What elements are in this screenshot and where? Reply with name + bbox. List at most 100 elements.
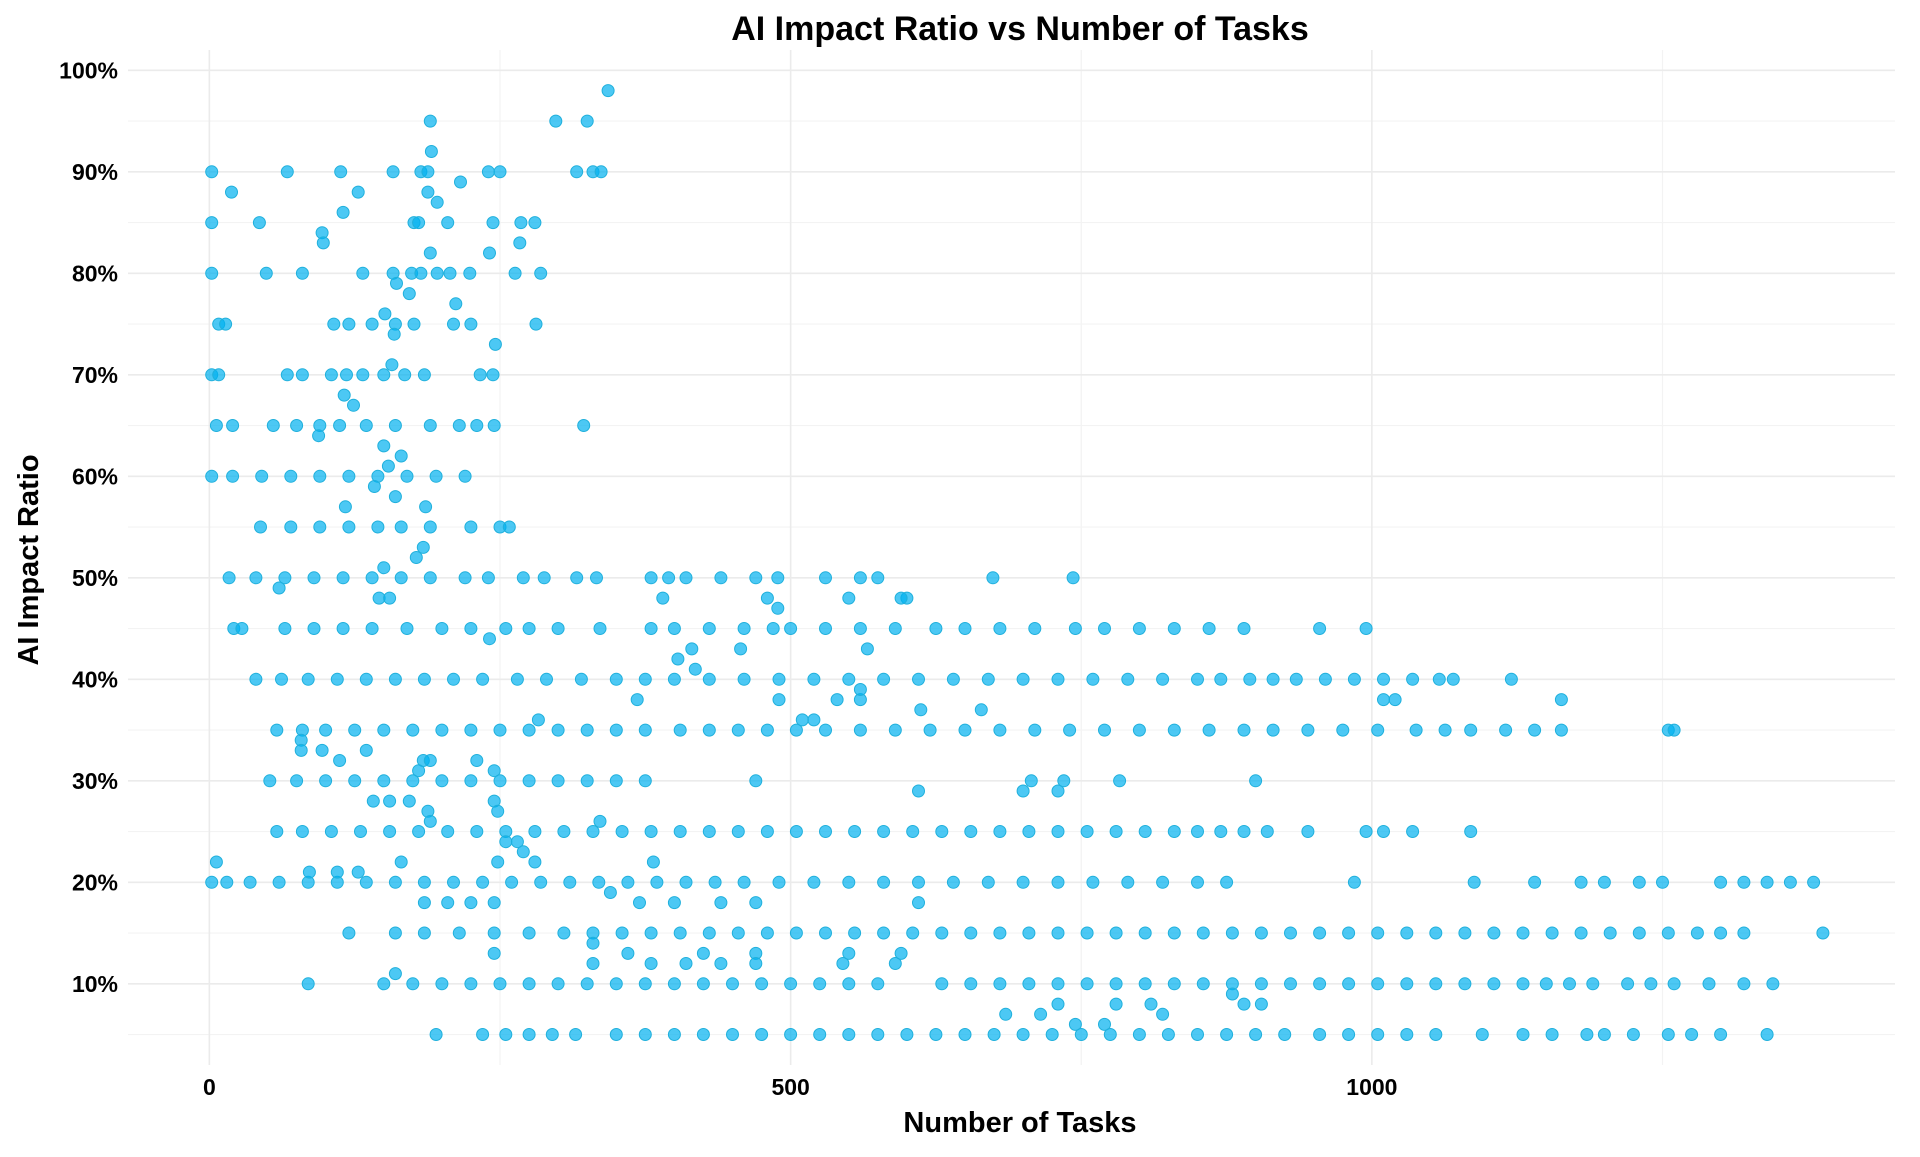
data-point bbox=[499, 622, 513, 635]
data-point bbox=[219, 317, 233, 331]
data-point bbox=[964, 977, 978, 991]
data-point bbox=[819, 926, 832, 940]
data-point bbox=[789, 723, 803, 737]
data-point bbox=[1554, 693, 1568, 707]
data-point bbox=[394, 571, 408, 585]
data-point bbox=[423, 419, 437, 432]
data-point bbox=[1690, 926, 1704, 940]
data-point bbox=[505, 875, 519, 889]
data-point bbox=[1051, 977, 1065, 991]
data-point bbox=[1132, 1028, 1146, 1041]
data-point bbox=[702, 926, 716, 940]
data-point bbox=[508, 266, 522, 280]
data-point bbox=[1458, 926, 1472, 940]
data-point bbox=[336, 622, 350, 635]
data-point bbox=[412, 216, 426, 230]
data-point bbox=[510, 835, 524, 849]
data-point bbox=[464, 317, 478, 331]
data-point bbox=[667, 896, 681, 910]
data-point bbox=[853, 683, 867, 696]
data-point bbox=[464, 977, 478, 991]
data-point bbox=[351, 185, 365, 199]
data-point bbox=[365, 622, 379, 635]
data-point bbox=[819, 825, 832, 838]
data-point bbox=[819, 622, 832, 635]
data-point bbox=[302, 865, 316, 879]
data-point bbox=[337, 388, 351, 402]
data-point bbox=[1714, 875, 1728, 889]
data-point bbox=[807, 672, 821, 686]
data-point bbox=[470, 754, 484, 767]
data-point bbox=[784, 977, 798, 991]
data-point bbox=[853, 622, 867, 635]
data-point bbox=[1249, 1028, 1263, 1041]
data-point bbox=[522, 926, 536, 940]
data-point bbox=[1138, 825, 1152, 838]
data-point bbox=[205, 875, 219, 889]
data-point bbox=[476, 672, 490, 686]
data-point bbox=[1737, 875, 1751, 889]
data-point bbox=[419, 500, 433, 514]
x-axis-title: Number of Tasks bbox=[903, 1107, 1136, 1139]
x-axis-ticks: 0 500 1000 bbox=[203, 1074, 1397, 1100]
data-point bbox=[388, 875, 402, 889]
data-point bbox=[667, 1028, 681, 1041]
data-point bbox=[1156, 1007, 1170, 1021]
data-point bbox=[1138, 977, 1152, 991]
data-point bbox=[452, 926, 466, 940]
data-point bbox=[528, 825, 542, 838]
data-point bbox=[280, 165, 294, 179]
data-point bbox=[1685, 1028, 1699, 1041]
data-point bbox=[958, 1028, 972, 1041]
data-point bbox=[486, 368, 500, 382]
y-tick-label: 20% bbox=[72, 869, 118, 895]
y-tick-label: 80% bbox=[72, 260, 118, 286]
data-point bbox=[929, 622, 943, 635]
data-point bbox=[749, 774, 763, 788]
data-point bbox=[336, 205, 350, 219]
data-point bbox=[877, 672, 891, 686]
data-point bbox=[235, 622, 249, 635]
data-point bbox=[476, 875, 490, 889]
data-point bbox=[449, 297, 463, 311]
data-point bbox=[789, 825, 803, 838]
data-point bbox=[473, 368, 487, 382]
data-point bbox=[315, 743, 329, 757]
data-point bbox=[1249, 774, 1263, 788]
data-point bbox=[1080, 926, 1094, 940]
data-point bbox=[226, 419, 240, 432]
data-point bbox=[958, 622, 972, 635]
data-point bbox=[1487, 926, 1501, 940]
data-point bbox=[1400, 977, 1414, 991]
data-point bbox=[1661, 1028, 1675, 1041]
data-point bbox=[1499, 723, 1513, 737]
data-point bbox=[412, 825, 426, 838]
data-point bbox=[964, 926, 978, 940]
data-point bbox=[726, 977, 739, 991]
data-point bbox=[1667, 977, 1681, 991]
y-tick-label: 60% bbox=[72, 463, 118, 489]
data-point bbox=[1388, 693, 1402, 707]
data-point bbox=[737, 622, 751, 635]
data-point bbox=[771, 601, 785, 615]
data-point bbox=[1191, 825, 1204, 838]
data-point bbox=[946, 875, 960, 889]
data-point bbox=[371, 520, 385, 534]
data-point bbox=[1225, 987, 1239, 1001]
data-point bbox=[435, 774, 449, 788]
data-point bbox=[388, 672, 402, 686]
y-axis-title: AI Impact Ratio bbox=[13, 454, 45, 665]
data-point bbox=[383, 825, 397, 838]
data-point bbox=[458, 469, 472, 483]
data-point bbox=[1409, 723, 1423, 737]
data-point bbox=[749, 571, 763, 585]
data-point bbox=[871, 571, 885, 585]
data-point bbox=[1516, 977, 1530, 991]
data-point bbox=[877, 825, 891, 838]
data-point bbox=[784, 1028, 798, 1041]
data-point bbox=[1807, 875, 1821, 889]
data-point bbox=[1243, 672, 1257, 686]
data-point bbox=[409, 551, 423, 564]
data-point bbox=[714, 957, 728, 970]
data-point bbox=[1191, 672, 1204, 686]
